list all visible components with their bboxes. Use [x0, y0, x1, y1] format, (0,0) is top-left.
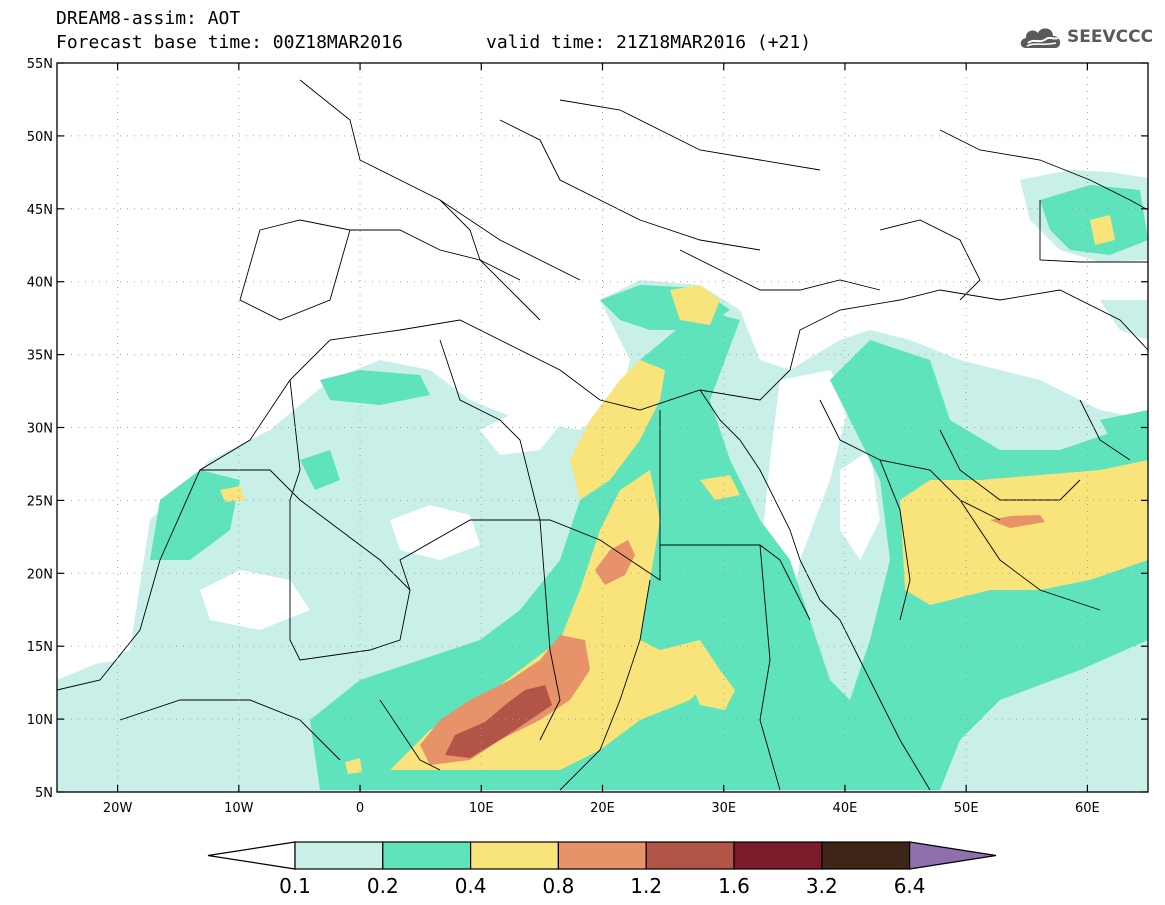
lat-label: 20N [27, 567, 53, 582]
colorbar-label: 6.4 [894, 874, 926, 898]
country-borders [57, 79, 1148, 791]
colorbar-box [645, 841, 735, 870]
lon-label: 30E [711, 801, 736, 816]
colorbar-box [382, 841, 472, 870]
lat-label: 30N [27, 422, 53, 437]
colorbar-over-arrow [908, 841, 997, 870]
lat-label: 50N [27, 130, 53, 145]
lon-label: 20E [590, 801, 615, 816]
aot-level-1.2 [445, 685, 552, 758]
seevccc-logo: SEEVCCC [1018, 24, 1153, 50]
colorbar-label: 1.6 [718, 874, 750, 898]
colorbar-label: 0.4 [455, 874, 487, 898]
lat-label: 10N [27, 713, 53, 728]
lat-label: 45N [27, 203, 53, 218]
lat-lon-grid [57, 63, 1148, 792]
aot-level-0.4 [220, 215, 1148, 774]
colorbar-label: 0.8 [542, 874, 574, 898]
logo-text: SEEVCCC [1067, 27, 1154, 47]
forecast-base-time: Forecast base time: 00Z18MAR2016 [56, 32, 403, 53]
colorbar-label: 0.2 [367, 874, 399, 898]
lon-label: 60E [1075, 801, 1100, 816]
colorbar-label: 3.2 [806, 874, 838, 898]
colorbar-label: 0.1 [279, 874, 311, 898]
lat-label: 15N [27, 640, 53, 655]
lat-label: 25N [27, 494, 53, 509]
colorbar-box [733, 841, 823, 870]
lon-label: 0 [356, 801, 364, 816]
lat-axis-labels: 55N 50N 45N 40N 35N 30N 25N 20N 15N 10N 5N [27, 57, 53, 801]
lon-label: 20W [103, 801, 133, 816]
lon-label: 10E [469, 801, 494, 816]
lat-label: 55N [27, 57, 53, 72]
cloud-icon [1020, 28, 1061, 48]
lon-label: 10W [224, 801, 254, 816]
lat-label: 5N [35, 786, 53, 801]
chart-title: DREAM8-assim: AOT [56, 8, 241, 29]
colorbar-box [470, 841, 560, 870]
lon-label: 50E [954, 801, 979, 816]
colorbar-box [294, 841, 384, 870]
lon-label: 40E [833, 801, 858, 816]
lat-label: 40N [27, 276, 53, 291]
lon-axis-labels: 20W 10W 0 10E 20E 30E 40E 50E 60E [103, 801, 1100, 816]
colorbar-box [557, 841, 647, 870]
lat-label: 35N [27, 349, 53, 364]
colorbar-box [821, 841, 911, 870]
colorbar-under-arrow [207, 841, 296, 870]
axis-ticks [57, 62, 1148, 793]
valid-time: valid time: 21Z18MAR2016 (+21) [486, 32, 812, 53]
colorbar-label: 1.2 [630, 874, 662, 898]
